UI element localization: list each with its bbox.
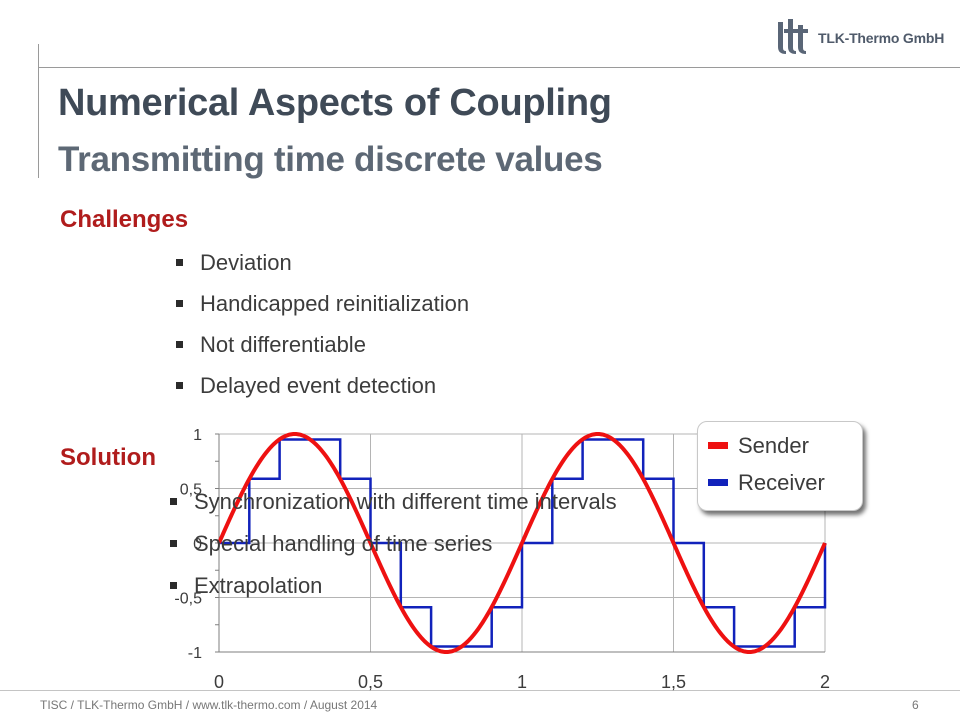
page-subtitle: Transmitting time discrete values <box>58 140 603 179</box>
bullet-square-icon <box>170 498 177 505</box>
y-tick-label: -1 <box>188 645 202 662</box>
page-title: Numerical Aspects of Coupling <box>58 82 612 124</box>
y-tick-label: 1 <box>193 427 202 444</box>
legend-item-sender: Sender <box>708 433 809 459</box>
logo-text: TLK-Thermo GmbH <box>818 30 945 46</box>
tlk-logo-icon <box>778 19 808 54</box>
legend-swatch <box>708 478 728 486</box>
bullet-square-icon <box>176 300 183 307</box>
bullet-square-icon <box>176 341 183 348</box>
legend-swatch <box>708 441 728 449</box>
bullet-square-icon <box>170 582 177 589</box>
list-item: Synchronization with different time inte… <box>168 489 617 531</box>
list-item: Handicapped reinitialization <box>174 291 469 332</box>
challenges-list: Deviation Handicapped reinitialization N… <box>174 250 469 414</box>
header-divider <box>38 67 960 68</box>
x-tick-label: 0 <box>214 672 224 692</box>
left-accent-line <box>38 44 39 178</box>
challenges-heading: Challenges <box>60 206 189 233</box>
series-sender-line <box>217 431 827 655</box>
solution-list: Synchronization with different time inte… <box>168 489 617 615</box>
footer-divider <box>0 690 960 691</box>
bullet-square-icon <box>176 382 183 389</box>
list-item: Extrapolation <box>168 573 617 615</box>
legend-item-receiver: Receiver <box>708 470 825 496</box>
x-tick-label: 1,5 <box>661 672 686 692</box>
footer-text: TISC / TLK-Thermo GmbH / www.tlk-thermo.… <box>40 698 378 712</box>
bullet-square-icon <box>170 540 177 547</box>
y-tick-label: 0,5 <box>180 482 202 499</box>
bullet-square-icon <box>176 259 183 266</box>
x-tick-label: 1 <box>517 672 527 692</box>
list-item: Special handling of time series <box>168 531 617 573</box>
solution-heading: Solution <box>60 444 156 471</box>
list-item: Not differentiable <box>174 332 469 373</box>
chart-legend: Sender Receiver <box>697 421 863 511</box>
y-tick-label: 0 <box>193 536 202 553</box>
list-item: Deviation <box>174 250 469 291</box>
list-item: Delayed event detection <box>174 373 469 414</box>
x-tick-label: 2 <box>820 672 830 692</box>
x-tick-label: 0,5 <box>358 672 383 692</box>
page-number: 6 <box>912 698 919 712</box>
y-tick-label: -0,5 <box>174 591 202 608</box>
